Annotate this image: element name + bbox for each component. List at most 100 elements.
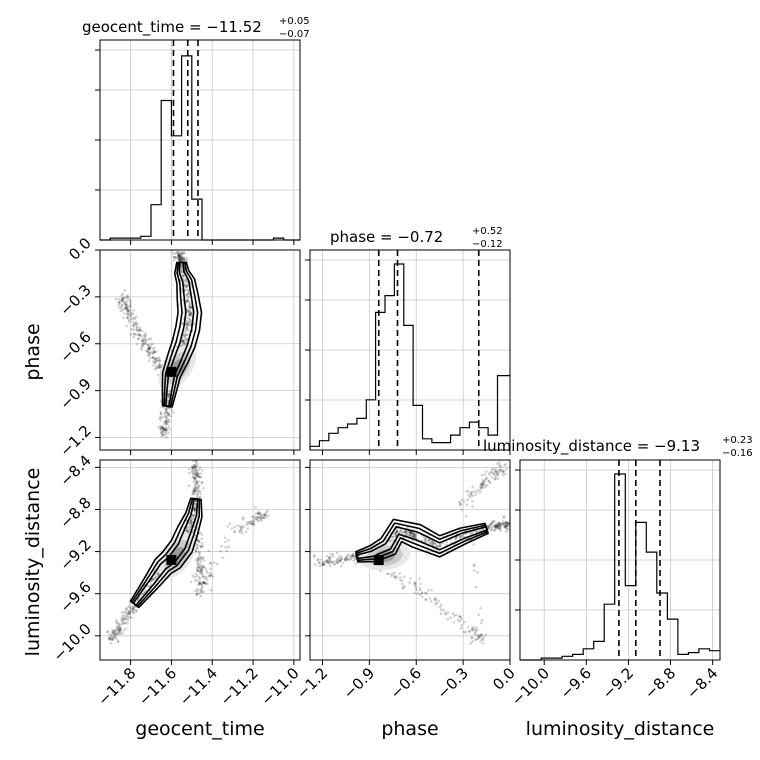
sample-point <box>498 522 502 525</box>
sample-point <box>483 473 487 477</box>
sample-point <box>121 299 124 302</box>
sample-point <box>190 520 193 524</box>
sample-point <box>209 573 213 577</box>
sample-point <box>179 256 182 260</box>
sample-point <box>154 575 157 579</box>
sample-point <box>187 299 191 303</box>
sample-point <box>175 255 178 259</box>
sample-point <box>179 265 183 269</box>
sample-point <box>420 591 424 594</box>
sample-point <box>481 478 485 482</box>
sample-point <box>111 638 114 641</box>
sample-point <box>197 558 201 562</box>
sample-point <box>197 472 200 475</box>
sample-point <box>168 406 172 410</box>
sample-point <box>497 461 501 464</box>
sample-point <box>125 607 129 611</box>
sample-point <box>131 320 135 324</box>
sample-point <box>122 617 126 621</box>
sample-point <box>120 307 124 310</box>
sample-point <box>193 483 197 486</box>
sample-point <box>403 530 407 533</box>
sample-point <box>134 321 138 325</box>
sample-point <box>180 255 184 259</box>
sample-point <box>186 310 190 314</box>
sample-point <box>321 561 325 564</box>
sample-point <box>354 562 358 565</box>
sample-point <box>488 471 492 474</box>
sample-point <box>164 431 167 435</box>
sample-point <box>393 575 396 578</box>
sample-point <box>159 431 163 435</box>
sample-point <box>189 518 192 522</box>
sample-point <box>454 536 458 540</box>
sample-point <box>411 535 414 539</box>
sample-point <box>445 543 448 546</box>
sample-point <box>124 303 127 306</box>
sample-point <box>341 561 345 565</box>
sample-point <box>154 361 157 364</box>
sample-point <box>248 520 251 524</box>
sample-point <box>188 526 191 529</box>
sample-point <box>429 600 433 603</box>
sample-point <box>481 484 485 488</box>
sample-point <box>390 536 394 539</box>
sample-point <box>412 534 416 537</box>
sample-point <box>437 599 440 603</box>
sample-point <box>146 343 150 347</box>
sample-point <box>189 518 193 522</box>
sample-point <box>454 613 458 617</box>
sample-point <box>474 628 478 632</box>
sample-point <box>490 468 494 472</box>
sample-point <box>390 539 393 542</box>
sample-point <box>353 556 357 560</box>
sample-point <box>481 642 485 645</box>
sample-point <box>496 524 500 527</box>
sample-point <box>193 508 197 512</box>
sample-point <box>250 520 253 524</box>
sample-point <box>487 480 491 483</box>
sample-point <box>507 522 510 526</box>
sample-point <box>151 578 154 581</box>
sample-point <box>121 614 124 618</box>
sample-point <box>458 614 462 618</box>
sample-point <box>200 588 203 592</box>
sample-point <box>111 631 114 634</box>
sample-point <box>121 309 125 312</box>
sample-point <box>187 310 191 313</box>
sample-point <box>200 545 203 549</box>
sample-point <box>399 529 403 532</box>
sample-point <box>124 306 127 310</box>
sample-point <box>254 506 257 509</box>
sample-point <box>114 629 117 632</box>
sample-point <box>191 466 194 469</box>
sample-point <box>141 329 144 333</box>
sample-point <box>336 561 339 564</box>
sample-point <box>461 534 464 538</box>
sample-point <box>245 523 249 526</box>
sample-point <box>120 296 124 300</box>
sample-point <box>458 619 462 623</box>
sample-point <box>189 523 193 526</box>
sample-point <box>319 564 322 568</box>
sample-point <box>494 525 498 528</box>
sample-point <box>196 565 200 568</box>
sample-point <box>188 302 192 305</box>
sample-point <box>499 524 503 528</box>
sample-point <box>122 622 125 625</box>
sample-point <box>424 598 428 601</box>
sample-point <box>159 426 163 430</box>
sample-point <box>472 569 476 572</box>
sample-point <box>127 313 130 317</box>
sample-point <box>129 300 132 303</box>
sample-point <box>195 572 198 575</box>
sample-point <box>116 622 119 625</box>
sample-point <box>434 596 437 600</box>
sample-point <box>328 558 332 562</box>
sample-point <box>147 347 151 350</box>
sample-point <box>161 433 165 437</box>
sample-point <box>406 532 409 535</box>
sample-point <box>345 555 349 558</box>
sample-point <box>345 556 348 559</box>
sample-point <box>124 621 128 624</box>
